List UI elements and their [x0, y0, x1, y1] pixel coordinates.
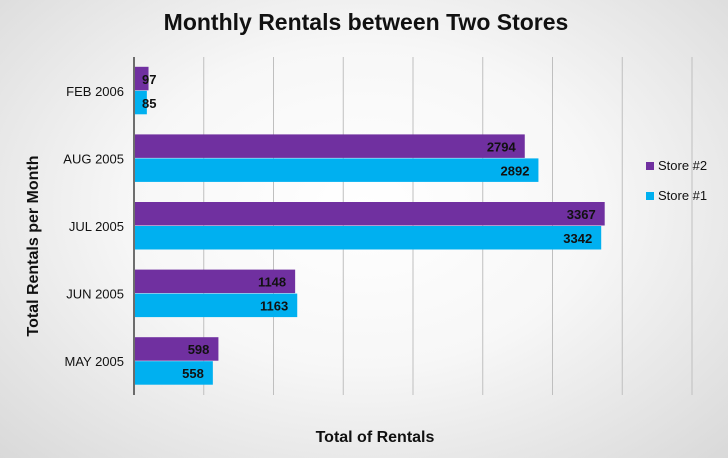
data-label: 97 — [142, 72, 156, 87]
bar-store1 — [135, 293, 298, 318]
y-axis-title: Total Rentals per Month — [25, 155, 42, 336]
x-axis-title: Total of Rentals — [316, 429, 435, 446]
data-label: 2794 — [487, 139, 517, 154]
bar-store1 — [135, 90, 147, 115]
category-label: MAY 2005 — [64, 354, 124, 369]
data-label: 2892 — [501, 163, 530, 178]
legend-label: Store #2 — [658, 158, 707, 173]
data-label: 558 — [182, 366, 204, 381]
bar-store1 — [135, 361, 213, 385]
legend-label: Store #1 — [658, 188, 707, 203]
legend-swatch — [646, 192, 654, 200]
data-label: 1163 — [260, 299, 288, 314]
bar-store1 — [135, 226, 602, 250]
category-labels: FEB 2006 AUG 2005 JUL 2005 JUN 2005 MAY 2005 — [63, 84, 124, 369]
data-label: 1148 — [258, 275, 286, 290]
bar-store2 — [135, 134, 525, 158]
category-label: AUG 2005 — [63, 151, 124, 166]
data-label: 85 — [142, 96, 156, 111]
data-label: 598 — [188, 342, 210, 357]
bar-store1 — [135, 158, 539, 182]
data-label: 3367 — [567, 207, 596, 222]
chart-title: Monthly Rentals between Two Stores — [164, 9, 569, 35]
bars-group: 97 85 2794 2892 3367 3342 1148 1163 598 558 — [135, 66, 605, 385]
legend: Store #2 Store #1 — [646, 158, 707, 203]
bar-store2 — [135, 337, 219, 361]
legend-swatch — [646, 162, 654, 170]
bar-store2 — [135, 269, 296, 294]
category-label: JUL 2005 — [69, 219, 124, 234]
bar-store2 — [135, 202, 605, 226]
category-label: JUN 2005 — [66, 287, 124, 302]
category-label: FEB 2006 — [66, 84, 124, 99]
bar-store2 — [135, 66, 149, 91]
data-label: 3342 — [563, 231, 592, 246]
